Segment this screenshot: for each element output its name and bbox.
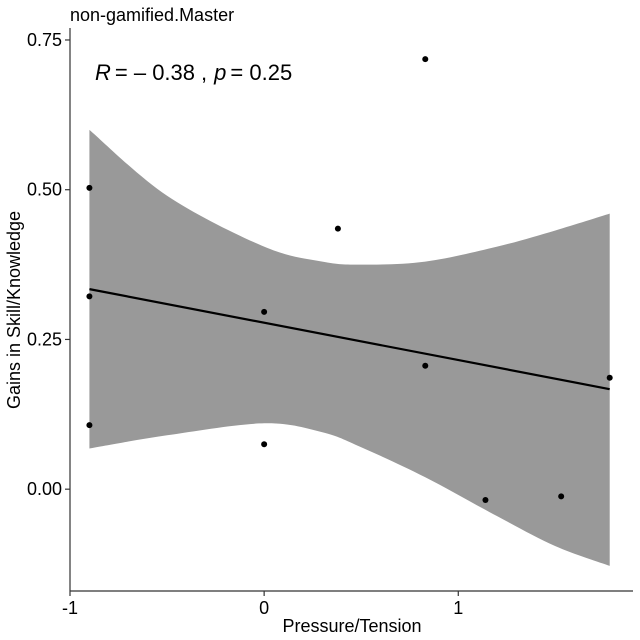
p-value: = 0.25 — [230, 60, 292, 85]
x-axis-ticks: -1 0 1 — [62, 591, 463, 618]
y-tick-label: 0.75 — [27, 30, 62, 50]
data-point — [86, 293, 93, 300]
chart-title: non-gamified.Master — [70, 5, 234, 25]
x-tick-label: 1 — [453, 598, 463, 618]
confidence-band-layer — [89, 129, 610, 566]
data-point — [261, 308, 268, 315]
y-tick-label: 0.25 — [27, 329, 62, 349]
confidence-band — [89, 129, 610, 566]
data-point — [261, 441, 268, 448]
data-points-layer — [86, 56, 613, 503]
data-point — [422, 362, 429, 369]
r-label: R — [95, 60, 111, 85]
x-tick-label: -1 — [62, 598, 78, 618]
regression-line-layer — [89, 288, 610, 391]
x-tick-label: 0 — [259, 598, 269, 618]
data-point — [422, 56, 429, 63]
correlation-annotation: R = – 0.38, p = 0.25 — [95, 60, 292, 85]
data-point — [334, 225, 341, 232]
y-axis-ticks: 0.00 0.25 0.50 0.75 — [27, 30, 70, 499]
data-point — [86, 422, 93, 429]
annotation-separator: , — [201, 60, 207, 85]
regression-line — [89, 288, 610, 391]
data-point — [606, 374, 613, 381]
p-label: p — [213, 60, 226, 85]
data-point — [482, 496, 489, 503]
y-tick-label: 0.00 — [27, 479, 62, 499]
y-tick-label: 0.50 — [27, 180, 62, 200]
data-point — [558, 493, 565, 500]
x-axis-title: Pressure/Tension — [282, 616, 421, 636]
r-value: = – 0.38 — [115, 60, 195, 85]
data-point — [86, 184, 93, 191]
y-axis-title: Gains in Skill/Knowledge — [4, 211, 24, 409]
